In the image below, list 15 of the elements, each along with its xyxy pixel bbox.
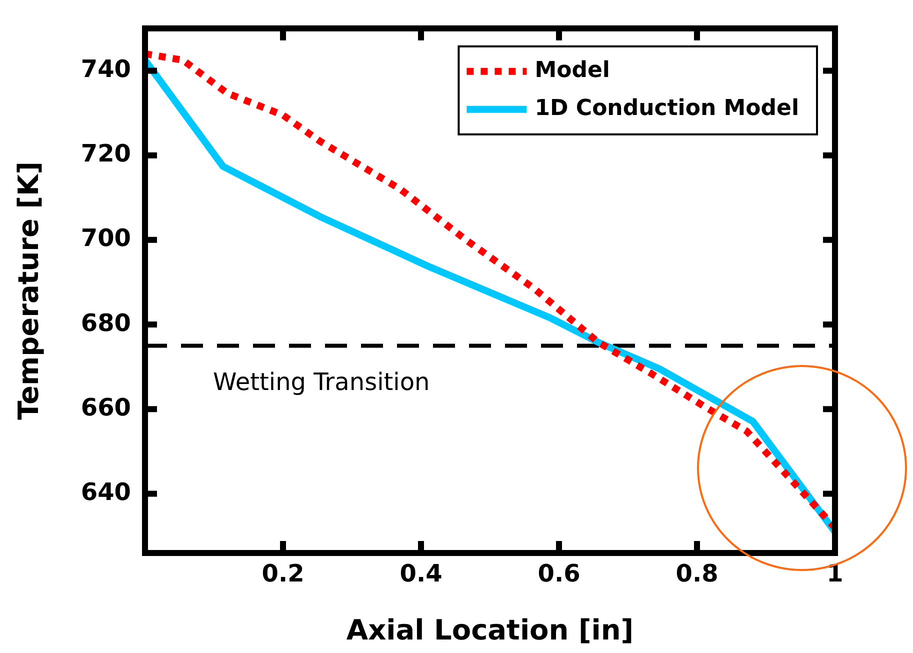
y-tick-label: 740 — [80, 54, 131, 83]
y-tick-label: 700 — [80, 224, 131, 252]
ref-line-label: Wetting Transition — [213, 368, 430, 396]
y-tick-label: 640 — [80, 478, 131, 506]
legend-label: Model — [534, 58, 610, 84]
x-tick-label: 0.4 — [400, 560, 442, 588]
y-tick-label: 720 — [80, 140, 131, 168]
y-axis-title: Temperature [K] — [12, 161, 46, 420]
y-tick-label: 680 — [80, 308, 131, 337]
x-axis-title: Axial Location [in] — [346, 613, 634, 646]
legend-label: 1D Conduction Model — [534, 96, 799, 122]
y-tick-label: 660 — [80, 393, 131, 422]
x-tick-label: 0.8 — [676, 560, 718, 588]
x-tick-label: 0.2 — [262, 560, 304, 588]
x-tick-label: 0.6 — [538, 560, 580, 588]
